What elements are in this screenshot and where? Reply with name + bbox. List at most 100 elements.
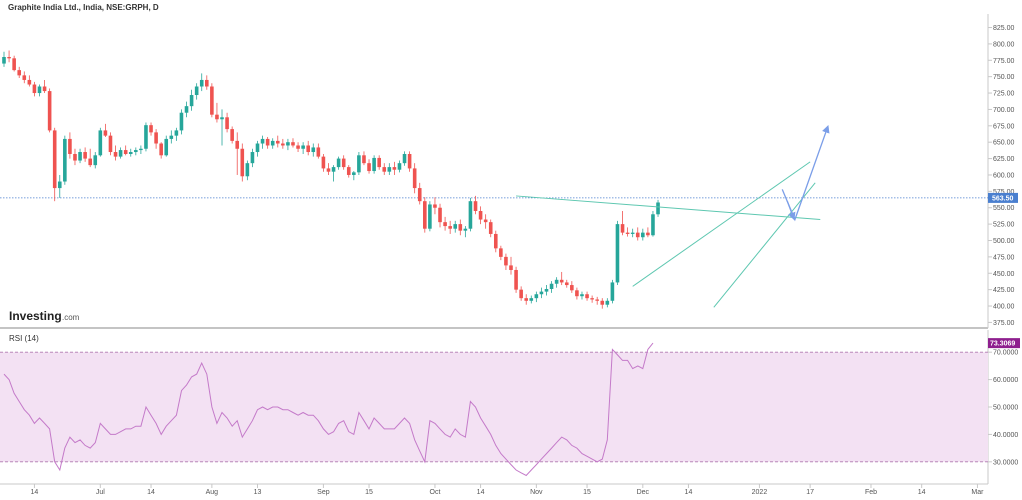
candle-body: [286, 142, 290, 146]
chart-title: Graphite India Ltd., India, NSE:GRPH, D: [8, 3, 159, 12]
candle-body: [524, 298, 529, 301]
candle-body: [63, 138, 67, 182]
candle-body: [103, 130, 108, 136]
x-tick-label: 14: [685, 489, 693, 496]
candle-body: [47, 91, 52, 131]
candle-body: [372, 157, 376, 172]
candle-body: [139, 148, 143, 151]
x-tick-label: 14: [477, 489, 485, 496]
candle-body: [646, 232, 650, 236]
candle-body: [17, 70, 22, 76]
candle-body: [205, 79, 209, 87]
rsi-line: [3, 342, 654, 477]
price-tick-label: 825.00: [993, 25, 1015, 32]
x-tick-label: 13: [254, 489, 262, 496]
candle-body: [387, 167, 392, 172]
x-tick-label: Nov: [530, 489, 543, 496]
logo-suffix: .com: [62, 313, 80, 322]
candle-body: [346, 167, 351, 175]
candle-body: [635, 232, 640, 238]
price-tick-label: 775.00: [993, 58, 1015, 65]
candle-body: [428, 204, 432, 229]
candle-body: [93, 155, 98, 166]
candle-body: [590, 298, 594, 300]
candle-body: [407, 153, 412, 169]
rsi-tick-label: 50.0000: [993, 405, 1018, 412]
candle-body: [296, 145, 300, 149]
candle-body: [499, 248, 503, 257]
last-rsi-tag: 73.3069: [988, 338, 1020, 349]
candle-body: [600, 300, 605, 305]
rsi-pane: 70.0000 60.0000 50.0000 40.0000 30.0000 73.3…: [0, 330, 1020, 485]
candle-body: [377, 157, 381, 168]
candle-body: [651, 214, 655, 236]
rsi-tick-label: 70.0000: [993, 350, 1018, 357]
candle-body: [605, 300, 610, 305]
price-tick-label: 375.00: [993, 320, 1015, 327]
price-tick-label: 525.00: [993, 222, 1015, 229]
price-tick-label: 500.00: [993, 238, 1015, 245]
candle-body: [88, 158, 92, 166]
trend-annotations: [516, 125, 830, 308]
candle-body: [534, 294, 539, 299]
price-tag-box: [988, 192, 1018, 203]
price-tag-label: 563.50: [992, 195, 1014, 202]
candle-body: [397, 163, 402, 170]
candle-body: [37, 86, 42, 94]
candle-body: [245, 163, 250, 177]
candle-body: [144, 125, 148, 149]
candle-body: [539, 291, 544, 295]
candle-body: [7, 57, 11, 59]
candle-body: [159, 143, 163, 156]
candle-body: [134, 150, 138, 153]
candle-body: [73, 153, 77, 161]
x-tick-label: Sep: [317, 489, 330, 496]
candle-body: [194, 86, 199, 96]
candle-body: [118, 150, 123, 157]
candle-body: [291, 142, 295, 146]
candle-body: [235, 140, 240, 149]
x-tick-label: 2022: [752, 489, 768, 496]
candle-body: [179, 112, 184, 131]
candle-body: [575, 290, 579, 297]
candle-body: [570, 285, 574, 291]
price-tick-label: 725.00: [993, 91, 1015, 98]
candle-body: [615, 224, 620, 283]
x-tick-label: 14: [31, 489, 39, 496]
candle-body: [412, 168, 417, 189]
pullback-arrow: [786, 200, 796, 221]
x-tick-label: 15: [583, 489, 591, 496]
candle-body: [128, 152, 133, 154]
price-tick-label: 550.00: [993, 205, 1015, 212]
x-tick-label: Mar: [971, 489, 984, 496]
price-pane: 825.00 800.00 775.00 750.00 725.00 700.00 675.…: [0, 14, 1018, 329]
price-tick-label: 475.00: [993, 254, 1015, 261]
candle-body: [316, 147, 321, 157]
channel-upper-line: [632, 161, 811, 287]
x-tick-label: 15: [365, 489, 373, 496]
price-tick-label: 625.00: [993, 156, 1015, 163]
candle-body: [220, 117, 224, 120]
price-tick-label: 675.00: [993, 123, 1015, 130]
candle-body: [32, 84, 37, 94]
candle-body: [549, 283, 554, 289]
candle-body: [113, 152, 118, 157]
investing-logo: Investing .com: [9, 309, 80, 323]
candle-body: [357, 155, 361, 173]
last-price-tag: 563.50: [988, 192, 1018, 203]
rsi-tick-label: 60.0000: [993, 377, 1018, 384]
candle-body: [478, 211, 483, 220]
candle-body: [559, 279, 564, 283]
price-tick-label: 700.00: [993, 107, 1015, 114]
candle-body: [240, 148, 245, 177]
candle-body: [281, 143, 285, 146]
price-tick-label: 450.00: [993, 271, 1015, 278]
candle-body: [433, 204, 437, 208]
channel-lower-line: [713, 182, 816, 308]
candle-body: [184, 106, 189, 113]
candle-body: [68, 138, 72, 154]
candle-body: [331, 167, 336, 172]
candle-body: [52, 130, 57, 189]
candle-body: [458, 224, 463, 231]
candle-body: [483, 219, 488, 223]
